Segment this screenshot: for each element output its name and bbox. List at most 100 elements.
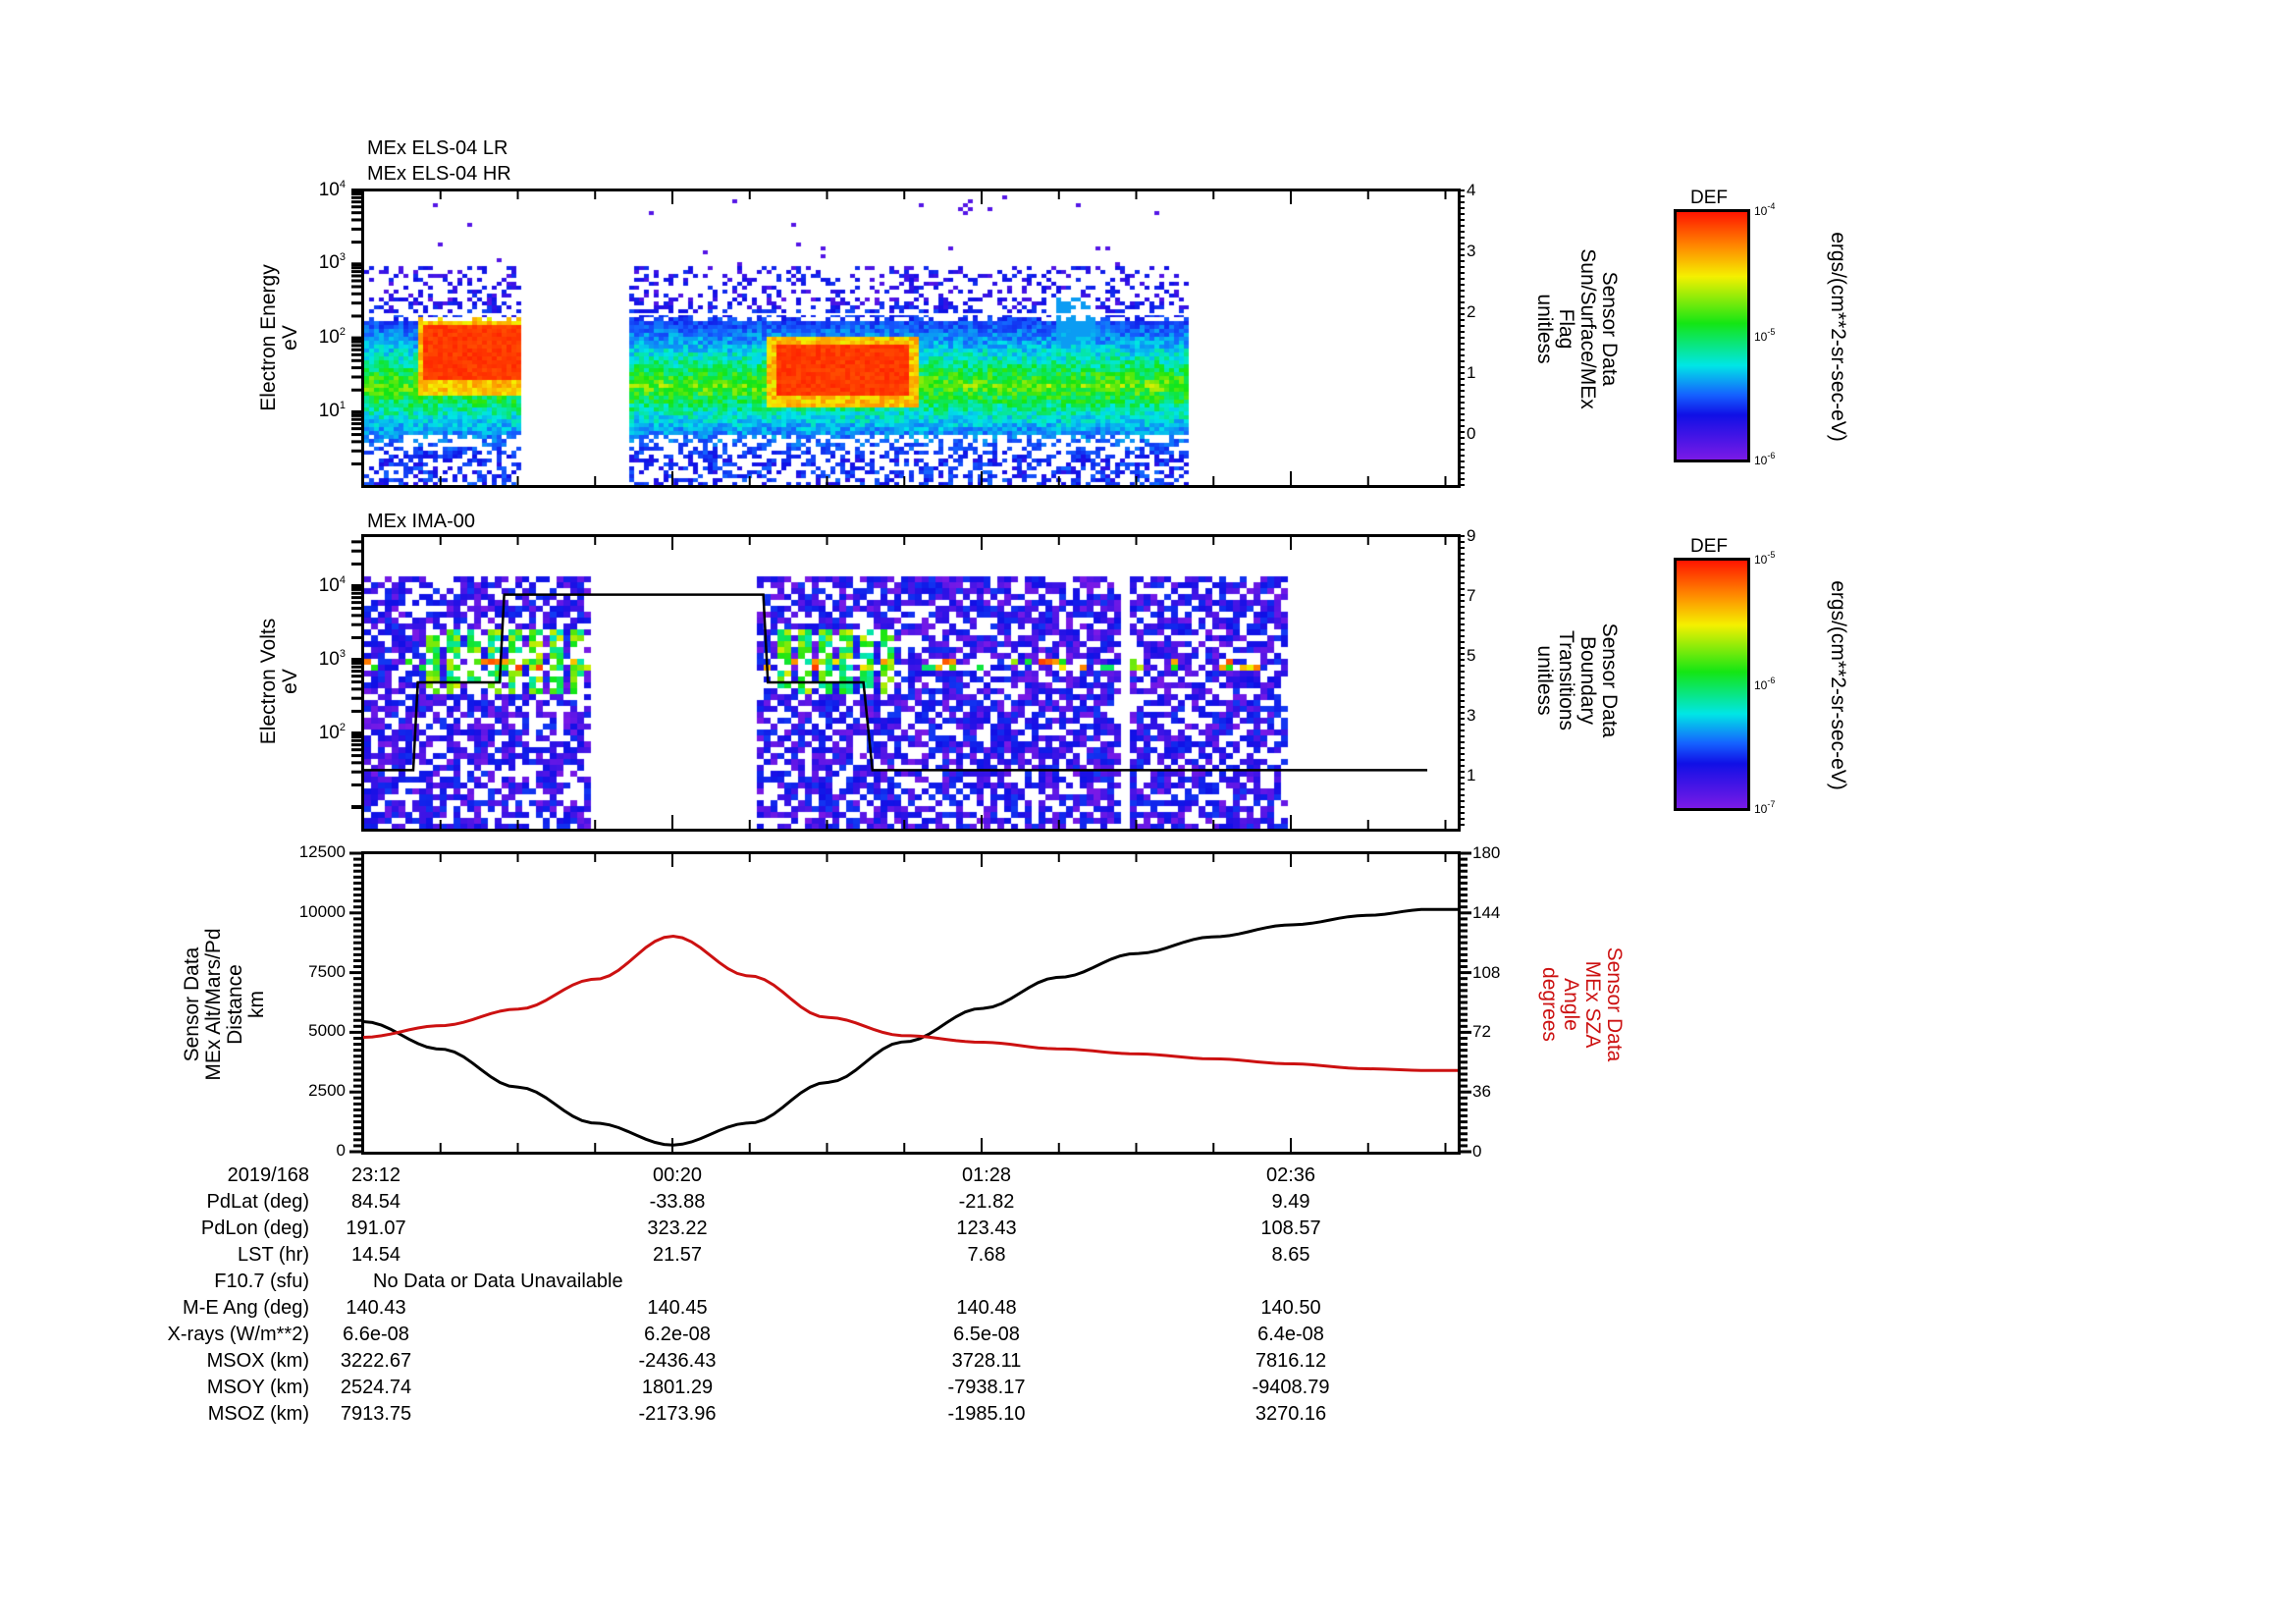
colorbar2-top-label: 10-5 — [1754, 550, 1776, 567]
ephemeris-value: 123.43 — [956, 1217, 1017, 1239]
electron-energy-spectrogram — [361, 189, 1461, 488]
right-tick-label: 36 — [1472, 1082, 1491, 1102]
ephemeris-value: 140.43 — [346, 1297, 406, 1319]
colorbar1-mid-label: 10-5 — [1754, 327, 1776, 344]
ephemeris-value: 7.68 — [967, 1244, 1006, 1266]
ephemeris-row-label: LST (hr) — [238, 1244, 309, 1266]
ephemeris-value: 3728.11 — [951, 1350, 1022, 1372]
ephemeris-row-label: PdLon (deg) — [200, 1217, 309, 1239]
ephemeris-value: 3270.16 — [1255, 1403, 1327, 1425]
axis-title-line: MEx Alt/Mars/Pd — [202, 928, 225, 1081]
y-tick-label: 2500 — [308, 1081, 346, 1101]
ephemeris-value: -33.88 — [649, 1191, 706, 1213]
ephemeris-value: 8.65 — [1271, 1244, 1310, 1266]
right-tick-label: 3 — [1467, 242, 1476, 260]
ephemeris-value: -21.82 — [958, 1191, 1015, 1213]
ephemeris-value: 6.6e-08 — [343, 1324, 409, 1345]
boundary-transitions-line — [363, 593, 1427, 772]
y-tick-label: 104 — [318, 574, 346, 596]
axis-title-line: km — [245, 991, 268, 1018]
y-tick-label: 7500 — [308, 961, 346, 981]
ion-energy-spectrogram — [361, 534, 1461, 832]
colorbar1-bottom-label: 10-6 — [1754, 451, 1776, 467]
right-tick-label: 108 — [1472, 962, 1501, 982]
right-tick-label: 180 — [1472, 843, 1501, 862]
ephemeris-row-label: PdLat (deg) — [206, 1191, 309, 1213]
ephemeris-value: 6.2e-08 — [644, 1324, 711, 1345]
right-tick-label: 72 — [1472, 1022, 1491, 1042]
right-tick-label: 3 — [1467, 706, 1476, 725]
ephemeris-value: 3222.67 — [340, 1350, 412, 1372]
altitude-sza-line-plot — [361, 851, 1461, 1155]
ephemeris-value: 140.50 — [1260, 1297, 1321, 1319]
time-label: 02:36 — [1265, 1164, 1316, 1186]
ephemeris-value: -2436.43 — [638, 1350, 717, 1372]
ephemeris-row-label: MSOX (km) — [206, 1350, 309, 1372]
right-tick-label: 4 — [1467, 181, 1476, 199]
y-tick-label: 103 — [318, 648, 346, 670]
ephemeris-value: 9.49 — [1271, 1191, 1310, 1213]
panel1-title-line2: MEx ELS-04 HR — [367, 163, 511, 185]
right-tick-label: 2 — [1467, 302, 1476, 321]
y-tick-label: 0 — [336, 1141, 346, 1160]
ephemeris-value: 6.4e-08 — [1257, 1324, 1324, 1345]
colorbar1-top-label: 10-4 — [1754, 201, 1776, 218]
axis-title-line: MEx SZA — [1581, 960, 1604, 1049]
right-tick-label: 1 — [1467, 363, 1476, 382]
panel1-title-line1: MEx ELS-04 LR — [367, 137, 508, 159]
altitude-line — [362, 907, 1458, 1147]
colorbar2-mid-label: 10-6 — [1754, 676, 1776, 692]
ephemeris-row-label: M-E Ang (deg) — [183, 1297, 309, 1319]
ephemeris-value: 84.54 — [350, 1191, 401, 1213]
ephemeris-row-label: MSOZ (km) — [207, 1403, 309, 1425]
ephemeris-value: 7816.12 — [1255, 1350, 1327, 1372]
axis-title-line: Angle — [1560, 978, 1582, 1031]
ephemeris-value: 323.22 — [647, 1217, 708, 1239]
ephemeris-value: -7938.17 — [947, 1377, 1026, 1398]
ephemeris-value: 191.07 — [346, 1217, 406, 1239]
ephemeris-row-label: MSOY (km) — [206, 1377, 309, 1398]
axis-title-line: Sensor Data — [181, 947, 203, 1062]
panel2-title: MEx IMA-00 — [367, 511, 476, 532]
time-label: 00:20 — [652, 1164, 703, 1186]
spectrogram-canvas — [364, 191, 1458, 485]
date-label: 2019/168 — [227, 1164, 309, 1186]
right-tick-label: 1 — [1467, 766, 1476, 784]
ephemeris-value: 7913.75 — [340, 1403, 412, 1425]
time-label: 23:12 — [350, 1164, 401, 1186]
colorbar1 — [1674, 209, 1750, 462]
panel3-right-axis-title: Sensor Data MEx SZA Angle degrees — [1536, 906, 1626, 1103]
y-tick-label: 104 — [318, 179, 346, 200]
y-tick-label: 103 — [318, 251, 346, 273]
ephemeris-value: 140.48 — [956, 1297, 1017, 1319]
spectrogram-canvas — [364, 537, 1458, 829]
right-tick-label: 0 — [1467, 424, 1476, 443]
axis-title-line: Distance — [224, 964, 246, 1045]
y-tick-label: 12500 — [298, 842, 346, 861]
axis-title-line: Sensor Data — [1603, 947, 1626, 1062]
ephemeris-row-span: No Data or Data Unavailable — [373, 1271, 623, 1292]
panel3-left-axis-title: Sensor Data MEx Alt/Mars/Pd Distance km — [181, 906, 270, 1103]
ephemeris-value: 14.54 — [350, 1244, 401, 1266]
ephemeris-value: -9408.79 — [1252, 1377, 1330, 1398]
colorbar2 — [1674, 558, 1750, 811]
y-tick-label: 101 — [318, 400, 346, 421]
right-tick-label: 144 — [1472, 902, 1501, 922]
right-tick-label: 5 — [1467, 646, 1476, 665]
ephemeris-value: 140.45 — [647, 1297, 708, 1319]
y-tick-label: 10000 — [298, 901, 346, 921]
time-label: 01:28 — [961, 1164, 1012, 1186]
ephemeris-value: 6.5e-08 — [953, 1324, 1020, 1345]
colorbar1-title: DEF — [1690, 188, 1728, 208]
right-tick-label: 0 — [1472, 1142, 1482, 1161]
ephemeris-value: 1801.29 — [641, 1377, 714, 1398]
y-tick-label: 5000 — [308, 1021, 346, 1041]
y-tick-label: 102 — [318, 722, 346, 743]
sza-line — [362, 934, 1458, 1072]
ephemeris-row-label: X-rays (W/m**2) — [167, 1324, 309, 1345]
ephemeris-value: 2524.74 — [340, 1377, 412, 1398]
ephemeris-value: 108.57 — [1260, 1217, 1321, 1239]
